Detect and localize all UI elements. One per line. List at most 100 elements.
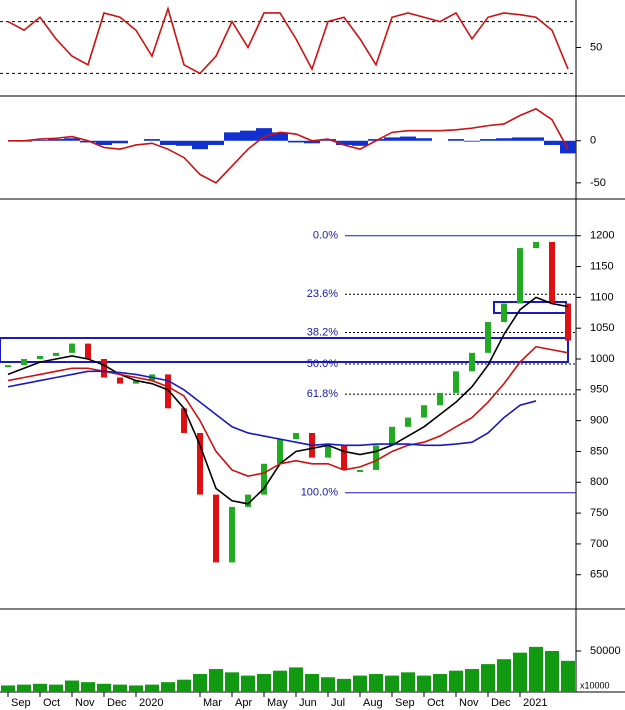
y-tick-label: -50 (590, 177, 606, 189)
volume-bar (417, 675, 431, 692)
histogram-bar (384, 137, 400, 141)
histogram-bar (304, 140, 320, 144)
candle (53, 352, 59, 356)
y-tick-label: 650 (590, 569, 608, 581)
x-tick-label: Sep (11, 697, 31, 709)
histogram-bar (208, 140, 224, 145)
volume-bar (481, 664, 495, 692)
volume-bar (529, 646, 543, 692)
x-tick-label: Jul (331, 697, 345, 709)
volume-bar (1, 685, 15, 692)
histogram-bar (400, 136, 416, 141)
histogram-bar (240, 130, 256, 141)
histogram-bar (112, 140, 128, 144)
series-line (7, 370, 537, 447)
fib-label: 100.0% (301, 487, 339, 499)
volume-bar (561, 660, 575, 692)
histogram-bar (528, 137, 544, 141)
candle (181, 408, 187, 433)
candle (101, 359, 107, 378)
y-tick-label: 850 (590, 445, 608, 457)
histogram-bar (336, 140, 352, 145)
volume-bar (433, 673, 447, 692)
volume-bar (401, 672, 415, 692)
histogram-bar (288, 140, 304, 143)
candle (293, 432, 299, 440)
zone-box (0, 337, 569, 363)
volume-bar (209, 669, 223, 692)
y-tick-label: 50000 (590, 645, 621, 657)
volume-bar (305, 673, 319, 692)
candle (133, 380, 139, 384)
volume-bar (289, 667, 303, 692)
x-tick-label: Nov (459, 697, 479, 709)
volume-bar (161, 682, 175, 692)
candle (405, 417, 411, 427)
histogram-bar (96, 140, 112, 145)
y-tick-label: 800 (590, 476, 608, 488)
volume-bar (369, 673, 383, 692)
histogram-bar (496, 138, 512, 141)
candle (437, 392, 443, 406)
candle (21, 359, 27, 366)
y-tick-label: 0 (590, 135, 596, 147)
fib-label: 23.6% (307, 288, 338, 300)
candle (229, 506, 235, 563)
x-tick-label: Nov (75, 697, 95, 709)
x-tick-label: Sep (395, 697, 415, 709)
candle (453, 371, 459, 393)
fib-label: 50.0% (307, 358, 338, 370)
x-tick-label: 2021 (523, 697, 547, 709)
volume-bar (353, 675, 367, 692)
candle (565, 303, 571, 341)
candle (373, 445, 379, 470)
y-tick-label: 700 (590, 538, 608, 550)
fib-label: 0.0% (313, 230, 338, 242)
candle (469, 352, 475, 372)
histogram-bar (464, 140, 480, 142)
candle (421, 405, 427, 418)
volume-bar (241, 675, 255, 692)
volume-bar (33, 683, 47, 692)
volume-bar (449, 670, 463, 692)
volume-bar (337, 678, 351, 692)
x-tick-label: Mar (203, 697, 222, 709)
volume-bar (193, 673, 207, 692)
histogram-bar (480, 139, 496, 141)
x-tick-label: Aug (363, 697, 383, 709)
fib-label: 38.2% (307, 326, 338, 338)
x-tick-label: Dec (491, 697, 511, 709)
candle (389, 426, 395, 446)
fib-label: 61.8% (307, 388, 338, 400)
series-line (7, 5, 569, 75)
y-tick-label: 900 (590, 415, 608, 427)
candle (85, 343, 91, 360)
candle (261, 463, 267, 495)
x-tick-label: Apr (235, 697, 252, 709)
volume-bar (225, 672, 239, 692)
histogram-bar (224, 132, 240, 141)
candle (485, 322, 491, 353)
candle (277, 439, 283, 464)
y-tick-label: 1100 (590, 291, 614, 303)
x-tick-label: Dec (107, 697, 127, 709)
volume-bar (321, 677, 335, 692)
candle (5, 365, 11, 368)
series-line (8, 107, 569, 184)
volume-bar (513, 652, 527, 692)
candle (197, 432, 203, 495)
y-tick-label: 50 (590, 41, 602, 53)
x-tick-label: May (267, 697, 288, 709)
y-tick-label: 1000 (590, 353, 614, 365)
candle (549, 241, 555, 304)
histogram-bar (256, 128, 272, 141)
candle (341, 445, 347, 470)
y-tick-label: 950 (590, 384, 608, 396)
histogram-bar (32, 139, 48, 141)
volume-bar (257, 673, 271, 692)
candle (517, 248, 523, 304)
histogram-bar (272, 132, 288, 141)
histogram-bar (64, 138, 80, 141)
